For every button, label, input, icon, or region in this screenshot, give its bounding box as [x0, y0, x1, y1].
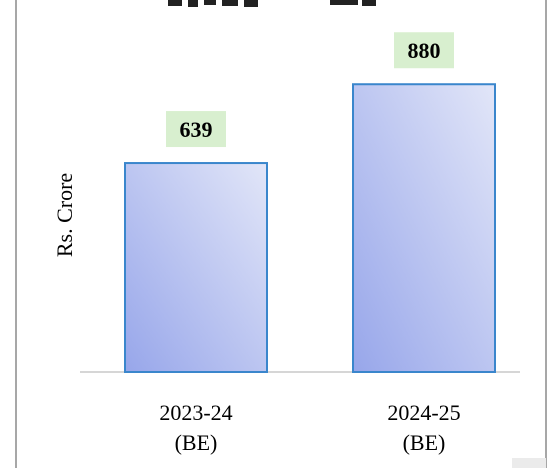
- bar-1: [352, 83, 496, 374]
- x-tick-label-1: 2024-25 (BE): [387, 400, 460, 455]
- data-label-text-1: 880: [408, 38, 441, 63]
- data-label-text-0: 639: [180, 117, 213, 142]
- bar-0: [124, 162, 268, 373]
- bars-group: [124, 83, 496, 374]
- data-labels-group: 639 880: [166, 32, 454, 148]
- y-axis-label: Rs. Crore: [52, 173, 77, 257]
- data-label-bg-0: [166, 111, 226, 148]
- x-tick-labels-group: 2023-24 (BE) 2024-25 (BE): [159, 400, 460, 455]
- cut-off-title: [160, 0, 376, 8]
- data-label-1: 880: [394, 32, 454, 69]
- x-tick-label-0: 2023-24 (BE): [159, 400, 232, 455]
- data-label-0: 639: [166, 111, 226, 148]
- data-label-bg-1: [394, 32, 454, 69]
- corner-artifact: [512, 458, 546, 468]
